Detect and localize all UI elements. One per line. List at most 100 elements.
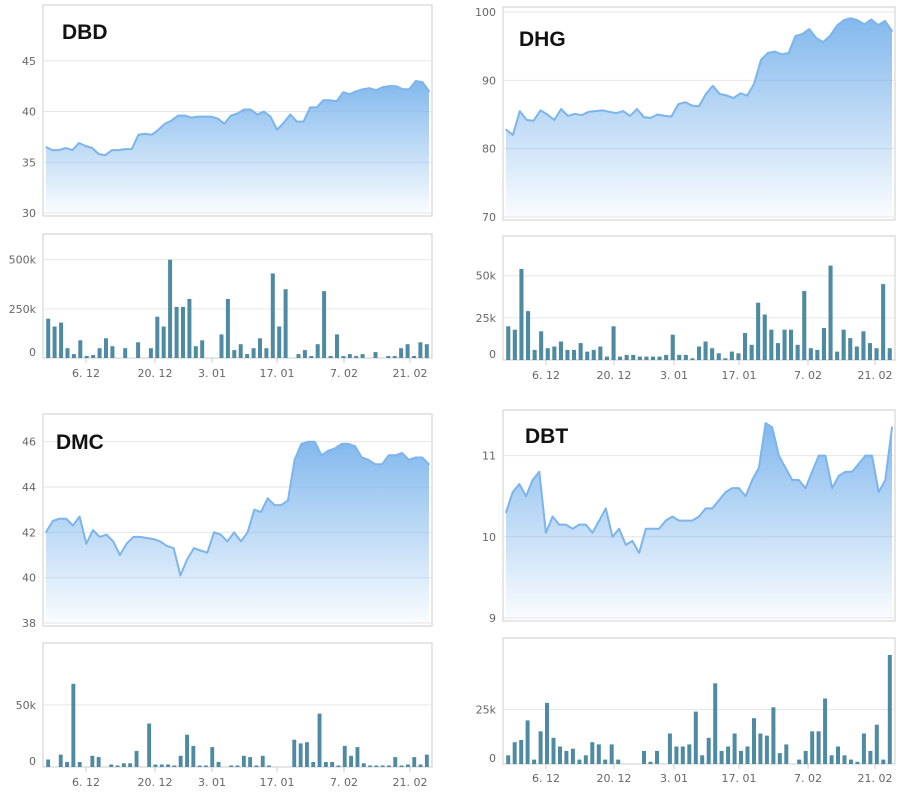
price-point	[760, 59, 762, 61]
volume-bar	[254, 765, 259, 767]
volume-bar	[58, 754, 63, 767]
price-point	[300, 443, 303, 445]
price-point	[421, 456, 424, 459]
price-point	[388, 85, 391, 87]
volume-bar	[315, 344, 320, 358]
volume-bar	[732, 733, 737, 764]
price-point	[219, 533, 222, 536]
volume-bar	[512, 742, 517, 764]
price-area	[46, 441, 429, 623]
volume-bar	[134, 750, 139, 767]
price-point	[45, 531, 47, 534]
volume-bar	[756, 302, 761, 360]
volume-chart-dbd: 0 250k 500k 6. 12 20. 12 3. 01 17. 01 7. 02 21. …	[9, 233, 433, 380]
volume-bar	[200, 340, 205, 358]
price-point	[871, 454, 873, 457]
price-point	[401, 88, 404, 90]
price-point	[611, 536, 614, 538]
y-tick-label: 70	[482, 211, 496, 224]
price-point	[851, 471, 853, 473]
volume-bar	[611, 326, 616, 360]
price-point	[778, 454, 780, 457]
price-point	[622, 110, 624, 112]
volume-bar	[91, 355, 96, 358]
price-point	[131, 148, 133, 150]
x-tick-label: 3. 01	[198, 367, 226, 380]
volume-bar	[687, 744, 692, 764]
price-point	[546, 113, 549, 116]
volume-bar	[178, 755, 183, 767]
volume-bar	[267, 765, 271, 767]
price-point	[314, 440, 316, 443]
volume-bar	[532, 349, 537, 360]
price-point	[269, 115, 272, 118]
price-point	[132, 536, 135, 538]
volume-bar	[677, 354, 682, 360]
volume-bar	[166, 764, 170, 767]
volume-bar	[591, 349, 596, 360]
volume-bar	[821, 328, 826, 360]
x-tick-label: 3. 01	[198, 776, 226, 789]
volume-bar	[147, 723, 152, 767]
price-point	[408, 88, 411, 90]
volume-bar	[887, 654, 892, 764]
volume-bar	[123, 348, 128, 358]
volume-bar	[506, 326, 511, 360]
y-tick-label: 50k	[476, 270, 497, 283]
volume-bar	[342, 745, 347, 767]
price-point	[276, 129, 278, 131]
x-tick-label: 7. 02	[794, 369, 822, 382]
price-point	[636, 108, 638, 110]
volume-bar	[71, 683, 76, 767]
volume-bar	[387, 765, 391, 767]
price-point	[78, 515, 81, 518]
price-point	[591, 531, 594, 534]
volume-bar	[743, 333, 748, 360]
volume-bar	[596, 744, 601, 764]
price-area	[506, 18, 892, 218]
price-point	[836, 24, 838, 27]
price-point	[206, 551, 209, 554]
volume-bar	[583, 755, 588, 764]
volume-bar	[174, 306, 179, 358]
chart-title: DMC	[56, 431, 104, 454]
price-point	[347, 443, 350, 445]
volume-bar	[808, 348, 813, 360]
price-point	[193, 547, 195, 549]
volume-bar	[868, 750, 873, 764]
price-point	[864, 454, 867, 457]
x-tick-label: 21. 02	[393, 367, 428, 380]
y-tick-label: 44	[22, 481, 36, 494]
price-point	[629, 115, 631, 117]
volume-bar	[683, 354, 688, 360]
price-point	[282, 121, 285, 124]
x-tick-label: 6. 12	[532, 369, 560, 382]
price-point	[293, 459, 296, 461]
price-point	[804, 487, 807, 489]
volume-bar	[803, 750, 808, 764]
price-point	[571, 527, 574, 530]
price-point	[663, 115, 666, 117]
price-point	[112, 540, 114, 543]
price-point	[618, 527, 620, 530]
volume-bar	[418, 764, 423, 767]
price-point	[691, 104, 693, 107]
price-point	[838, 475, 840, 477]
volume-bar	[739, 750, 743, 764]
volume-bar	[185, 734, 189, 767]
volume-bar	[354, 356, 359, 358]
price-point	[382, 86, 384, 88]
volume-bar	[373, 352, 378, 358]
volume-bar	[723, 358, 728, 360]
price-point	[395, 85, 397, 87]
price-point	[287, 499, 289, 502]
x-tick-label: 20. 12	[138, 776, 173, 789]
volume-bar	[782, 329, 787, 360]
volume-bar	[777, 753, 782, 764]
volume-bar	[392, 356, 397, 358]
volume-bar	[736, 353, 741, 360]
price-point	[767, 52, 769, 54]
price-point	[608, 111, 611, 113]
price-point	[711, 507, 714, 510]
x-tick-label: 6. 12	[532, 772, 560, 785]
